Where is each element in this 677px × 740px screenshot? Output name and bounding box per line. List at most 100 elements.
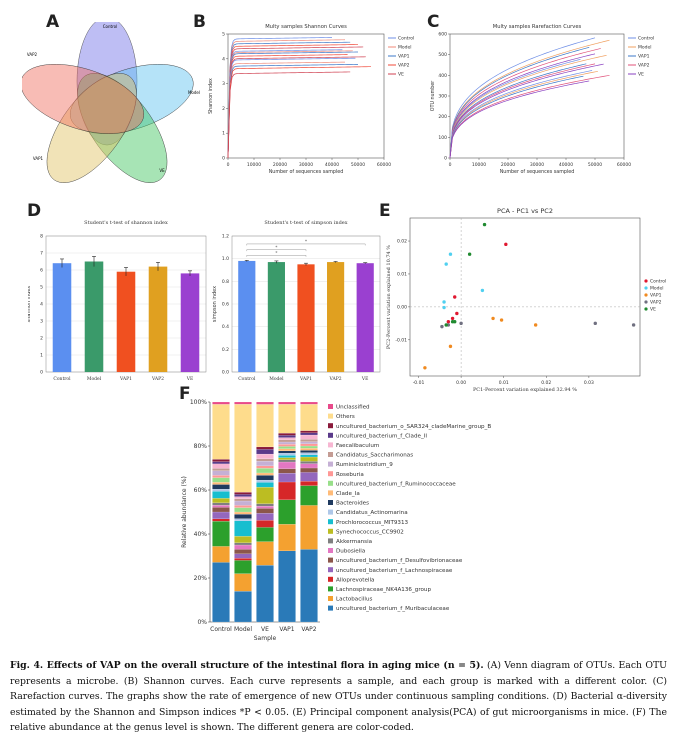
y-tick-label: 1.0 bbox=[222, 256, 229, 262]
legend-swatch bbox=[328, 404, 333, 409]
series-line bbox=[227, 39, 346, 159]
stack-segment bbox=[300, 448, 318, 451]
series-line bbox=[449, 63, 587, 159]
legend-label: VAP2 bbox=[398, 63, 410, 69]
pca-point bbox=[453, 319, 457, 324]
x-tick-label: 0.00 bbox=[456, 380, 466, 386]
pca-point bbox=[450, 316, 455, 321]
stack-segment bbox=[212, 505, 230, 508]
series-line bbox=[449, 59, 581, 159]
series-line bbox=[227, 54, 348, 159]
stack-segment bbox=[300, 443, 318, 447]
legend-label: Others bbox=[336, 414, 355, 420]
significance-bracket bbox=[246, 249, 307, 252]
legend-swatch bbox=[328, 605, 333, 611]
stack-segment bbox=[212, 491, 230, 499]
bar bbox=[52, 263, 72, 372]
stack-segment bbox=[278, 437, 296, 440]
stack-segment bbox=[212, 401, 230, 405]
y-tick-label: 4 bbox=[222, 56, 225, 62]
pca-scatter-chart: PCA - PC1 vs PC2 -0.01 0.00 0.01 0.02 0.03 -0.… bbox=[386, 207, 666, 393]
panel-label-b: B bbox=[193, 12, 206, 32]
series-line bbox=[449, 53, 596, 159]
legend-swatch bbox=[328, 471, 333, 477]
legend-label: Akkermansia bbox=[336, 539, 372, 545]
legend-label: Bacteroides bbox=[336, 501, 369, 507]
pca-point bbox=[440, 324, 444, 329]
legend-label: VAP1 bbox=[638, 54, 650, 60]
plot-frame bbox=[409, 217, 641, 377]
legend-swatch bbox=[328, 480, 333, 486]
y-tick-label: 0 bbox=[40, 370, 43, 376]
y-tick-label: 60% bbox=[194, 487, 208, 494]
stack-segment bbox=[300, 472, 318, 482]
y-tick-label: 500 bbox=[438, 52, 447, 58]
plot-frame bbox=[449, 33, 625, 159]
stack-segment bbox=[256, 401, 274, 405]
x-axis-label: Sample bbox=[254, 635, 277, 642]
stack-segment bbox=[212, 468, 230, 471]
x-tick-label: 30000 bbox=[530, 162, 544, 168]
series-line bbox=[449, 63, 596, 159]
x-tick-label: 0 bbox=[227, 162, 230, 168]
caption-body: (A) Venn diagram of OTUs. Each OTU repre… bbox=[10, 660, 667, 733]
legend-label: VAP2 bbox=[650, 300, 662, 306]
legend-swatch bbox=[328, 500, 333, 505]
pca-point bbox=[453, 295, 457, 299]
y-tick-label: 100 bbox=[438, 135, 447, 141]
y-tick-label: 2 bbox=[40, 336, 43, 342]
x-tick-label: VE bbox=[186, 376, 194, 382]
bar bbox=[297, 264, 315, 372]
x-tick-label: Control bbox=[210, 626, 232, 633]
y-axis-label: OTU number bbox=[430, 81, 436, 111]
y-tick-label: 200 bbox=[438, 114, 447, 120]
pca-point bbox=[504, 242, 508, 247]
y-tick-label: 3 bbox=[40, 319, 43, 325]
stack-segment bbox=[300, 441, 318, 444]
stack-segment bbox=[300, 505, 318, 550]
chart-title: Multy samples Rarefaction Curves bbox=[493, 24, 582, 30]
pca-point bbox=[444, 323, 448, 327]
series-line bbox=[227, 37, 333, 159]
stack-segment bbox=[278, 481, 296, 500]
genus-abundance-stacked-chart: 0% 20% 40% 60% 80% 100% Relative abundance (%)… bbox=[181, 399, 491, 642]
stack-segment bbox=[256, 468, 274, 474]
x-tick-label: 30000 bbox=[299, 162, 313, 168]
venn-ellipse bbox=[69, 64, 194, 134]
shannon-curves-chart: Multy samples Shannon Curves 0 10000 20000 3… bbox=[208, 24, 414, 175]
panel-label-f: F bbox=[179, 384, 191, 404]
stack-segment bbox=[212, 463, 230, 469]
legend-label: Model bbox=[650, 286, 664, 292]
legend-swatch bbox=[328, 461, 333, 467]
y-tick-label: 0 bbox=[444, 156, 447, 162]
stack-segment bbox=[212, 518, 230, 522]
stack-segment bbox=[234, 542, 252, 546]
stack-segment bbox=[234, 496, 252, 499]
series-line bbox=[449, 70, 598, 159]
x-axis-label: Number of sequences sampled bbox=[500, 169, 575, 175]
legend-swatch bbox=[328, 567, 333, 573]
legend-label: Candidatus_Saccharimonas bbox=[336, 453, 413, 459]
stack-segment bbox=[300, 452, 318, 455]
bar bbox=[116, 271, 136, 372]
legend-label: Lactobacillus bbox=[336, 597, 372, 603]
y-tick-label: 8 bbox=[40, 234, 43, 240]
x-tick-label: 0.01 bbox=[499, 380, 509, 386]
stack-segment bbox=[256, 461, 274, 466]
stack-segment bbox=[300, 485, 318, 506]
panel-label-d: D bbox=[27, 201, 42, 221]
y-tick-label: 3 bbox=[222, 81, 225, 87]
stack-segment bbox=[234, 498, 252, 502]
panel-label-c: C bbox=[427, 12, 440, 32]
pca-point bbox=[442, 300, 446, 304]
stack-segment bbox=[278, 435, 296, 438]
venn-ellipse bbox=[22, 64, 145, 134]
stack-segment bbox=[234, 520, 252, 537]
stack-segment bbox=[234, 401, 252, 405]
series-line bbox=[449, 63, 604, 159]
legend-label: uncultured_bacterium_o_SAR324_cladeMarin… bbox=[336, 424, 491, 430]
legend-label: Control bbox=[650, 279, 666, 285]
bar bbox=[180, 273, 200, 372]
legend-label: Model bbox=[638, 45, 652, 51]
legend-swatch bbox=[328, 576, 333, 582]
